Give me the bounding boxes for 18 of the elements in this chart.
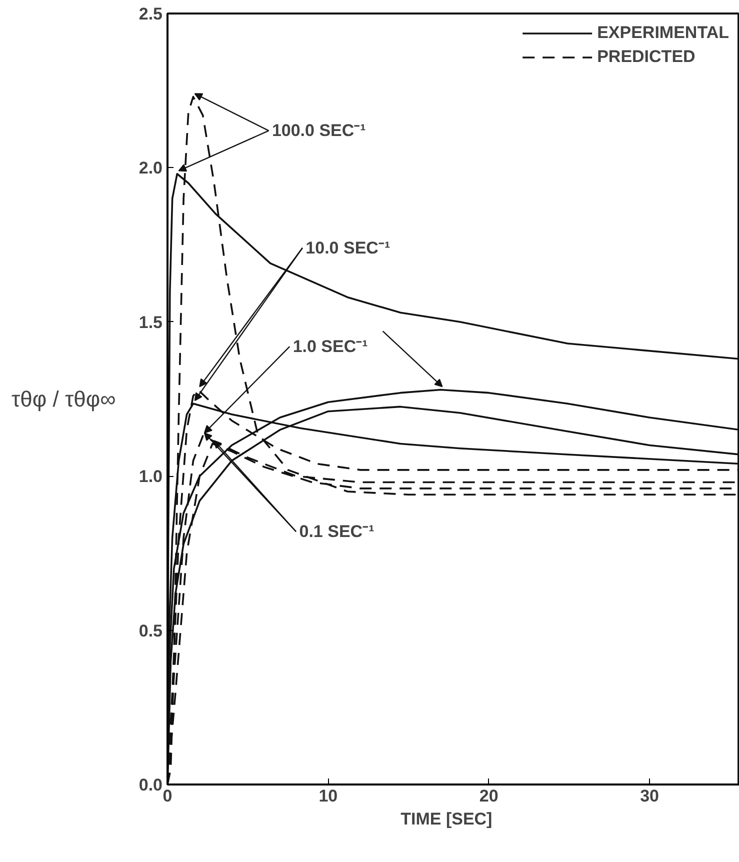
legend-label: EXPERIMENTAL (597, 23, 729, 43)
y-tick-label: 0.0 (138, 776, 163, 794)
annotation: 0.1 SEC⁻¹ (299, 522, 375, 542)
x-axis-title: TIME [SEC] (400, 810, 492, 828)
x-tick-label: 20 (479, 786, 498, 806)
annotation: 1.0 SEC⁻¹ (292, 337, 368, 356)
y-tick-label: 2.0 (138, 158, 163, 178)
y-tick-label: 1.5 (138, 312, 163, 332)
legend-label: PREDICTED (597, 47, 696, 67)
annotation: 10.0 SEC⁻¹ (306, 238, 390, 258)
x-tick-label: 0 (162, 786, 172, 806)
annotation: 100.0 SEC⁻¹ (272, 121, 366, 140)
x-tick-label: 30 (640, 786, 659, 806)
x-tick-label: 10 (318, 786, 338, 806)
y-tick-label: 1.0 (138, 467, 163, 486)
y-tick-label: 2.5 (138, 4, 163, 24)
y-axis-title: τθφ / τθφ∞ (11, 386, 116, 412)
y-tick-label: 0.5 (138, 621, 163, 640)
